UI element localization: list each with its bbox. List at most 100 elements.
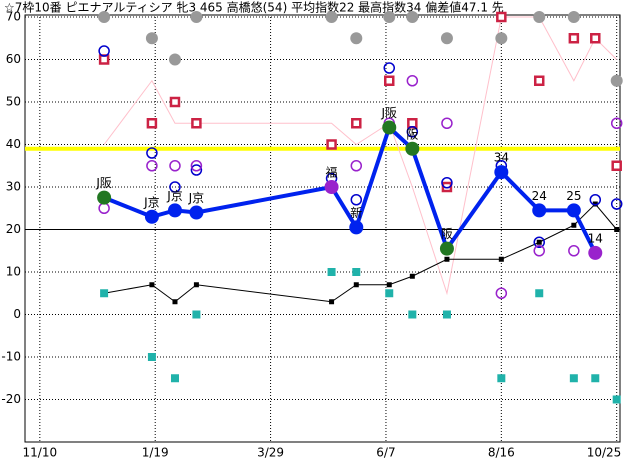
point xyxy=(149,282,155,288)
point xyxy=(536,239,542,245)
point xyxy=(146,118,158,129)
data-label: J京 xyxy=(188,191,205,205)
point xyxy=(610,117,623,129)
point xyxy=(440,32,453,45)
x-tick-label: 3/29 xyxy=(257,446,284,460)
y-tick-label: 10 xyxy=(6,265,21,279)
point xyxy=(189,205,204,220)
point xyxy=(567,11,580,23)
point xyxy=(325,11,338,23)
point xyxy=(169,160,181,172)
point xyxy=(349,220,364,235)
series-line xyxy=(103,16,618,296)
data-label: J阪 xyxy=(95,176,112,190)
point xyxy=(533,236,545,248)
point xyxy=(324,180,339,194)
point xyxy=(170,374,179,383)
point xyxy=(169,96,181,108)
point xyxy=(495,287,508,299)
point xyxy=(439,241,454,256)
point xyxy=(611,160,622,171)
point xyxy=(610,198,623,210)
point xyxy=(532,203,547,218)
point xyxy=(168,53,181,66)
point xyxy=(98,11,111,23)
point xyxy=(329,299,335,305)
data-label: J京 xyxy=(166,189,183,203)
data-label: J京 xyxy=(143,195,160,209)
point xyxy=(167,203,182,218)
point xyxy=(350,160,363,172)
point xyxy=(406,11,419,23)
data-label: 阪 xyxy=(406,127,418,141)
point xyxy=(353,282,359,288)
point xyxy=(144,209,159,224)
data-label: 24 xyxy=(532,189,547,203)
point xyxy=(190,160,203,172)
point xyxy=(351,118,362,129)
point xyxy=(190,164,203,176)
point xyxy=(97,190,112,205)
point xyxy=(533,75,545,86)
point xyxy=(610,74,623,87)
point xyxy=(568,245,580,257)
plot-frame xyxy=(24,14,621,443)
point xyxy=(327,268,336,276)
point xyxy=(352,268,361,276)
y-tick-label: 0 xyxy=(13,307,21,321)
y-tick-label: 70 xyxy=(6,10,21,24)
series-line xyxy=(104,203,618,303)
point xyxy=(497,374,506,383)
data-label: 34 xyxy=(494,151,509,165)
point xyxy=(383,62,396,74)
data-label: 14 xyxy=(588,231,603,245)
x-tick-label: 6/7 xyxy=(376,446,395,460)
y-tick-label: 20 xyxy=(6,222,21,236)
point xyxy=(146,160,158,172)
point xyxy=(612,395,621,404)
x-tick-label: 10/25 xyxy=(587,446,622,460)
y-tick-label: 60 xyxy=(6,52,21,66)
point xyxy=(169,181,181,193)
point xyxy=(498,256,504,262)
point xyxy=(383,11,396,23)
point xyxy=(384,75,395,86)
point xyxy=(589,194,602,206)
point xyxy=(382,120,397,135)
point xyxy=(614,227,620,232)
point xyxy=(193,282,199,288)
point xyxy=(98,45,110,57)
point xyxy=(590,33,601,44)
point xyxy=(442,310,451,319)
point xyxy=(406,75,419,87)
y-tick-label: 30 xyxy=(6,180,21,194)
point xyxy=(192,310,201,319)
chart-title: ☆7枠10番 ピエナアルティシア 牝3 465 高橋悠(54) 平均指数22 最… xyxy=(4,0,504,15)
point xyxy=(566,203,581,218)
point xyxy=(441,117,453,129)
y-tick-label: -10 xyxy=(1,350,21,364)
point xyxy=(533,11,546,23)
point xyxy=(147,353,156,361)
point xyxy=(100,289,109,298)
point xyxy=(326,139,337,150)
point xyxy=(441,177,453,189)
y-tick-label: 50 xyxy=(6,95,21,109)
x-tick-label: 1/19 xyxy=(142,446,169,460)
point xyxy=(591,374,600,383)
point xyxy=(408,310,417,319)
point xyxy=(568,33,580,44)
point xyxy=(569,374,578,383)
point xyxy=(535,289,544,298)
y-tick-label: -20 xyxy=(1,392,21,406)
point xyxy=(533,245,545,257)
point xyxy=(191,118,202,129)
data-label: J阪 xyxy=(380,106,397,120)
point xyxy=(406,126,419,138)
data-label: 福 xyxy=(326,165,338,180)
data-label: 新 xyxy=(350,205,362,220)
point xyxy=(386,282,392,288)
point xyxy=(190,11,203,23)
data-label: 阪 xyxy=(441,227,453,241)
point xyxy=(146,147,158,159)
